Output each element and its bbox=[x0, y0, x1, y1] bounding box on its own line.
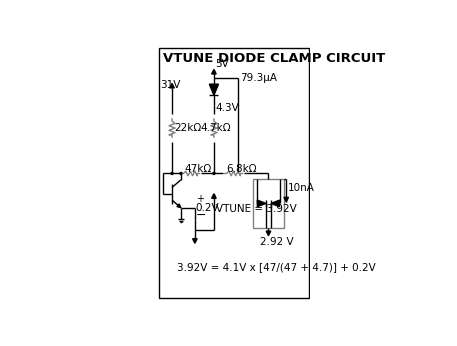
Text: 6.8kΩ: 6.8kΩ bbox=[227, 164, 257, 174]
Polygon shape bbox=[284, 197, 288, 202]
Text: 47kΩ: 47kΩ bbox=[184, 164, 212, 174]
Text: 22kΩ: 22kΩ bbox=[174, 123, 202, 133]
Text: 2.92 V: 2.92 V bbox=[260, 237, 293, 247]
Circle shape bbox=[213, 172, 215, 174]
Bar bbox=[253, 179, 284, 228]
Text: 79.3μA: 79.3μA bbox=[240, 73, 277, 83]
Polygon shape bbox=[212, 194, 216, 198]
Text: 0.2V: 0.2V bbox=[196, 203, 219, 213]
Polygon shape bbox=[170, 83, 174, 88]
Polygon shape bbox=[257, 200, 266, 207]
Text: 4.3V: 4.3V bbox=[216, 103, 239, 113]
Text: VTUNE DIODE CLAMP CIRCUIT: VTUNE DIODE CLAMP CIRCUIT bbox=[163, 52, 385, 65]
Polygon shape bbox=[266, 231, 271, 236]
Text: 5V: 5V bbox=[215, 59, 229, 69]
Polygon shape bbox=[192, 239, 197, 243]
Polygon shape bbox=[209, 84, 218, 95]
Text: −: − bbox=[196, 209, 207, 222]
Text: 3.92V = 4.1V x [47/(47 + 4.7)] + 0.2V: 3.92V = 4.1V x [47/(47 + 4.7)] + 0.2V bbox=[177, 262, 376, 272]
Polygon shape bbox=[177, 204, 181, 208]
Text: 4.7kΩ: 4.7kΩ bbox=[201, 123, 231, 133]
Circle shape bbox=[171, 172, 173, 174]
Text: 10nA: 10nA bbox=[287, 183, 314, 193]
Text: +: + bbox=[196, 194, 204, 204]
Polygon shape bbox=[212, 70, 216, 74]
Polygon shape bbox=[271, 200, 280, 207]
Text: 31V: 31V bbox=[160, 80, 181, 90]
Circle shape bbox=[180, 172, 182, 174]
Text: VTUNE = 3.92V: VTUNE = 3.92V bbox=[217, 204, 297, 215]
